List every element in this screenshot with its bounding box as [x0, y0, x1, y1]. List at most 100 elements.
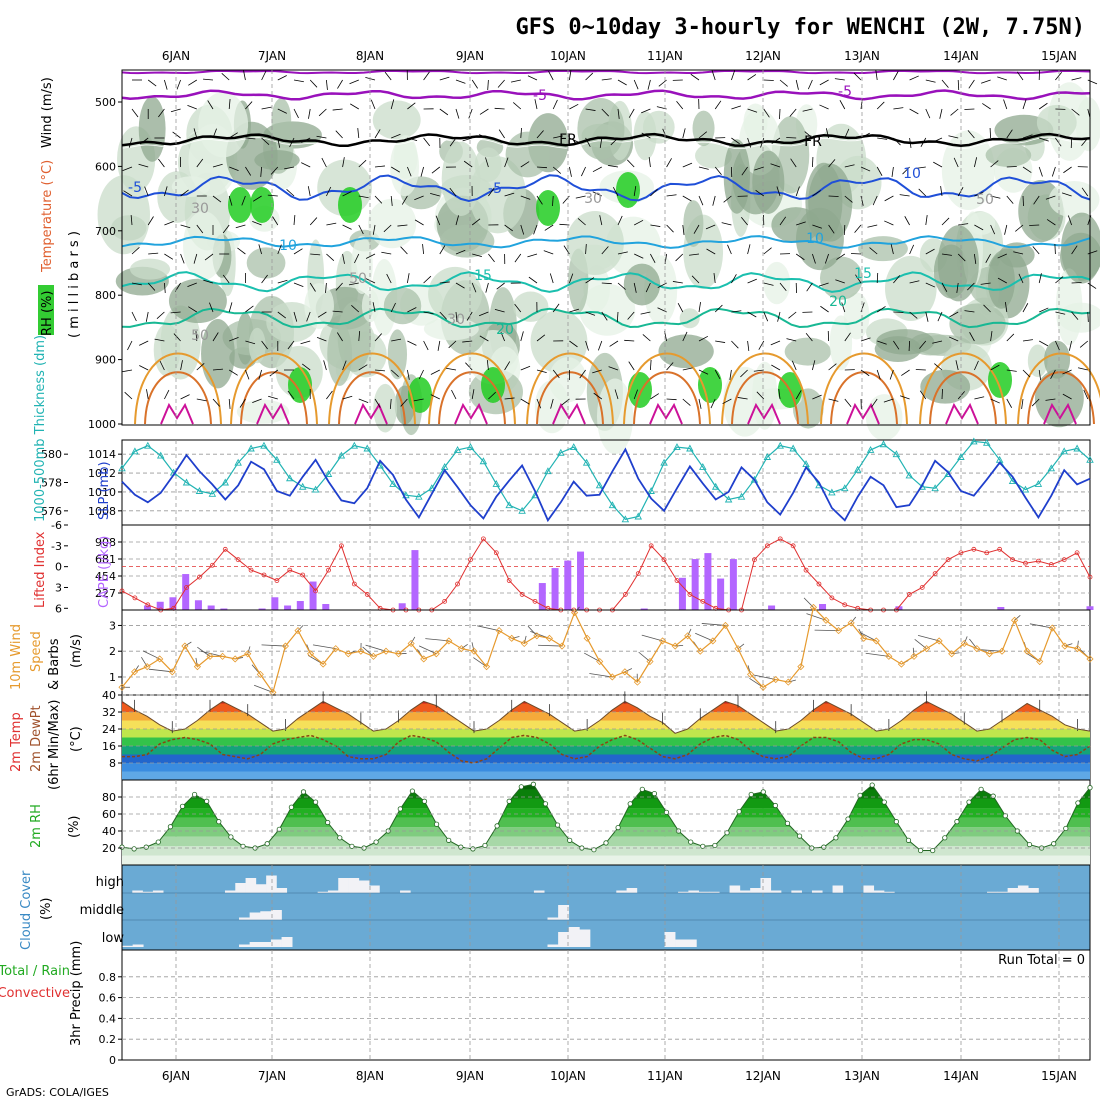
date-label-top: 15JAN: [1041, 49, 1077, 63]
pressure-tick-label: 600: [95, 160, 116, 173]
wind-barb: [851, 253, 861, 254]
rh-band: [122, 818, 1090, 827]
wind-barb: [538, 645, 562, 646]
rh-point: [229, 835, 233, 839]
rh-point: [773, 803, 777, 807]
wind-speed-line: [122, 607, 1090, 692]
li-tick-label: -3: [51, 540, 62, 553]
rh-high-shade: [288, 367, 312, 403]
wind-frame: [122, 610, 1090, 695]
wind-barb: [964, 109, 974, 110]
cloud-bar: [760, 878, 771, 893]
rh-shade: [183, 211, 225, 280]
rh-tick-label: 60: [102, 808, 116, 821]
contour-label: -5: [533, 88, 547, 104]
rh-shade: [373, 100, 421, 139]
rh-point: [737, 809, 741, 813]
contour-label: 50: [976, 192, 994, 208]
rh-shade: [172, 176, 210, 197]
rh-shade: [785, 338, 831, 366]
rh-shade: [368, 199, 416, 249]
cape-bar: [768, 606, 775, 610]
temp-tick-label: 8: [109, 757, 116, 770]
wind-barb: [786, 137, 796, 138]
rh-shade: [577, 98, 624, 160]
rh-point: [616, 825, 620, 829]
cloud-low-label: low: [102, 931, 125, 946]
wind-barb: [141, 657, 147, 667]
contour-label: 20: [496, 322, 514, 338]
cloud-bar: [260, 911, 271, 920]
date-label-top: 14JAN: [943, 49, 979, 63]
rh-shade: [986, 143, 1032, 167]
contour-label: 30: [584, 191, 602, 207]
date-label-top: 7JAN: [258, 49, 286, 63]
date-label-top: 8JAN: [356, 49, 384, 63]
pressure-tick-label: 900: [95, 354, 116, 367]
cloud-bar: [579, 930, 590, 948]
wind-barb: [143, 651, 160, 659]
cloud-bar: [153, 891, 164, 894]
rh-point: [652, 791, 656, 795]
rh-shade: [362, 289, 379, 322]
rh-point: [568, 838, 572, 842]
rh-shade: [658, 334, 713, 368]
cloud-bar: [688, 891, 699, 894]
date-label-bottom: 12JAN: [745, 1069, 781, 1083]
temp-tick-label: 32: [102, 706, 116, 719]
wind-barb: [829, 196, 839, 197]
rh-shade: [388, 329, 407, 379]
cloud-high-label: high: [96, 875, 124, 890]
date-label-top: 12JAN: [745, 49, 781, 63]
wind-barb: [642, 635, 663, 641]
wind-panel-labels: 10m Wind Speed & Barbs (m/s): [9, 624, 84, 690]
rh-point: [991, 794, 995, 798]
rh-point: [471, 847, 475, 851]
wind-label-c: & Barbs: [47, 638, 62, 690]
cloud-bar: [558, 905, 569, 920]
cape-bar: [411, 550, 418, 610]
rh-point: [785, 821, 789, 825]
rh-point: [967, 800, 971, 804]
rh-point: [132, 847, 136, 851]
cape-bar: [717, 579, 724, 610]
rh-point: [192, 792, 196, 796]
wind-barb: [1007, 166, 1017, 167]
thickness-label: 1000-500mb Thickness (dm): [33, 335, 48, 522]
temp-label-a: 2m Temp: [9, 712, 24, 772]
wind-barb: [425, 639, 449, 641]
rh-point: [301, 790, 305, 794]
date-label-bottom: 6JAN: [162, 1069, 190, 1083]
rh-point: [374, 840, 378, 844]
rh-point: [1052, 842, 1056, 846]
rh-point: [628, 802, 632, 806]
wind-barb: [866, 653, 889, 656]
rh-point: [906, 838, 910, 842]
precip-unit-label: 3hr Precip (mm): [69, 941, 84, 1046]
rh-point: [943, 836, 947, 840]
rh-shade: [920, 370, 970, 404]
li-tick-label: 6: [55, 602, 62, 615]
cape-bar: [577, 552, 584, 610]
cloud-middle-label: middle: [80, 903, 124, 918]
rh-point: [931, 848, 935, 852]
date-label-bottom: 9JAN: [456, 1069, 484, 1083]
cloud-bar: [1018, 886, 1029, 894]
date-label-bottom: 11JAN: [647, 1069, 683, 1083]
cloud-bar: [260, 942, 271, 947]
rh-shade: [169, 279, 227, 323]
rh-point: [495, 824, 499, 828]
wind-barb: [1030, 624, 1052, 628]
rh2m-label: 2m RH: [29, 804, 44, 848]
cape-bar: [730, 559, 737, 610]
thickness-line: [122, 441, 1090, 519]
wind-tick-label: 3: [109, 619, 116, 632]
rh-point: [979, 787, 983, 791]
rh-shade: [513, 292, 549, 322]
temp-band: [122, 712, 1090, 721]
wind-barb: [779, 109, 780, 119]
precip-tick-label: 0.8: [99, 971, 117, 984]
rh-shade: [683, 200, 703, 247]
